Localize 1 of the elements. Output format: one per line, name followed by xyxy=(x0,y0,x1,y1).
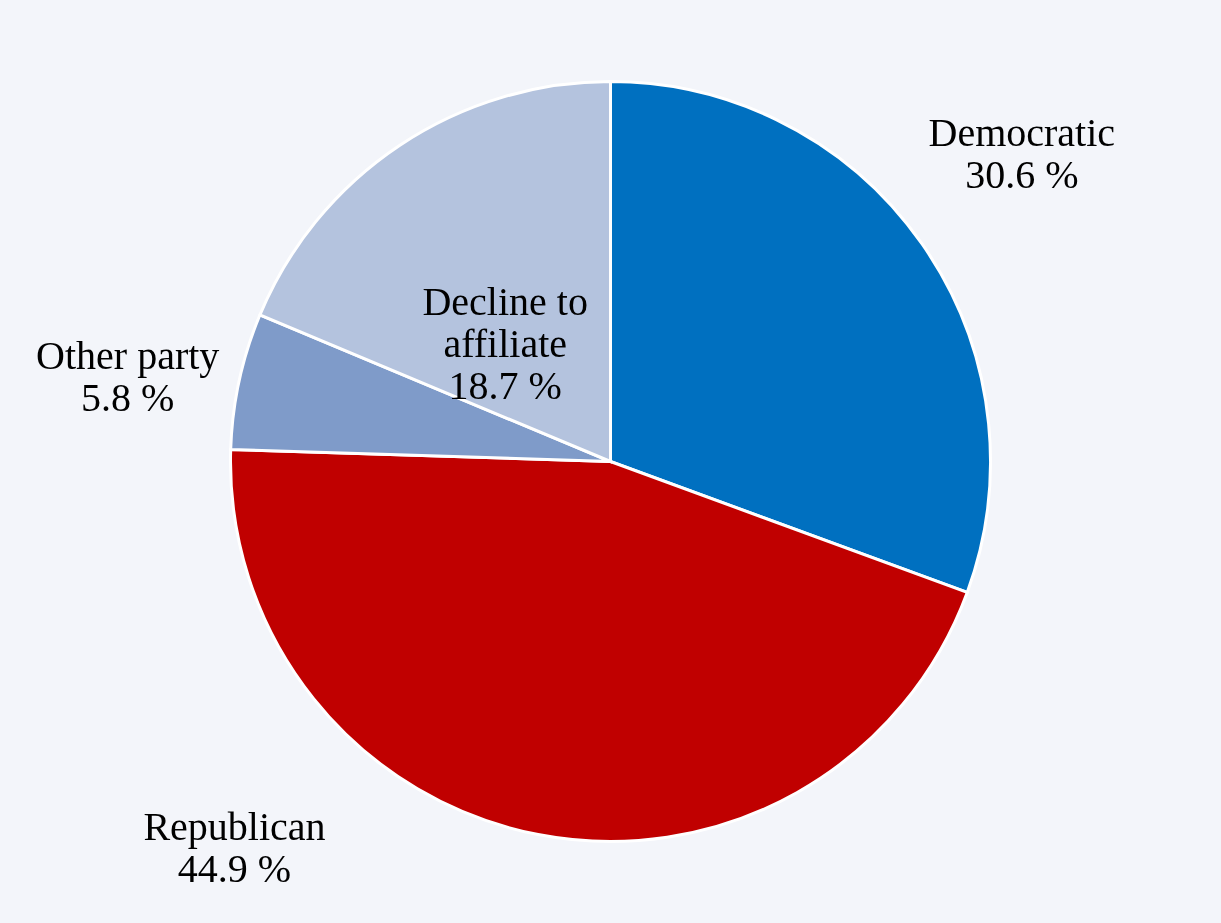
slice-label: Republican xyxy=(143,804,326,850)
